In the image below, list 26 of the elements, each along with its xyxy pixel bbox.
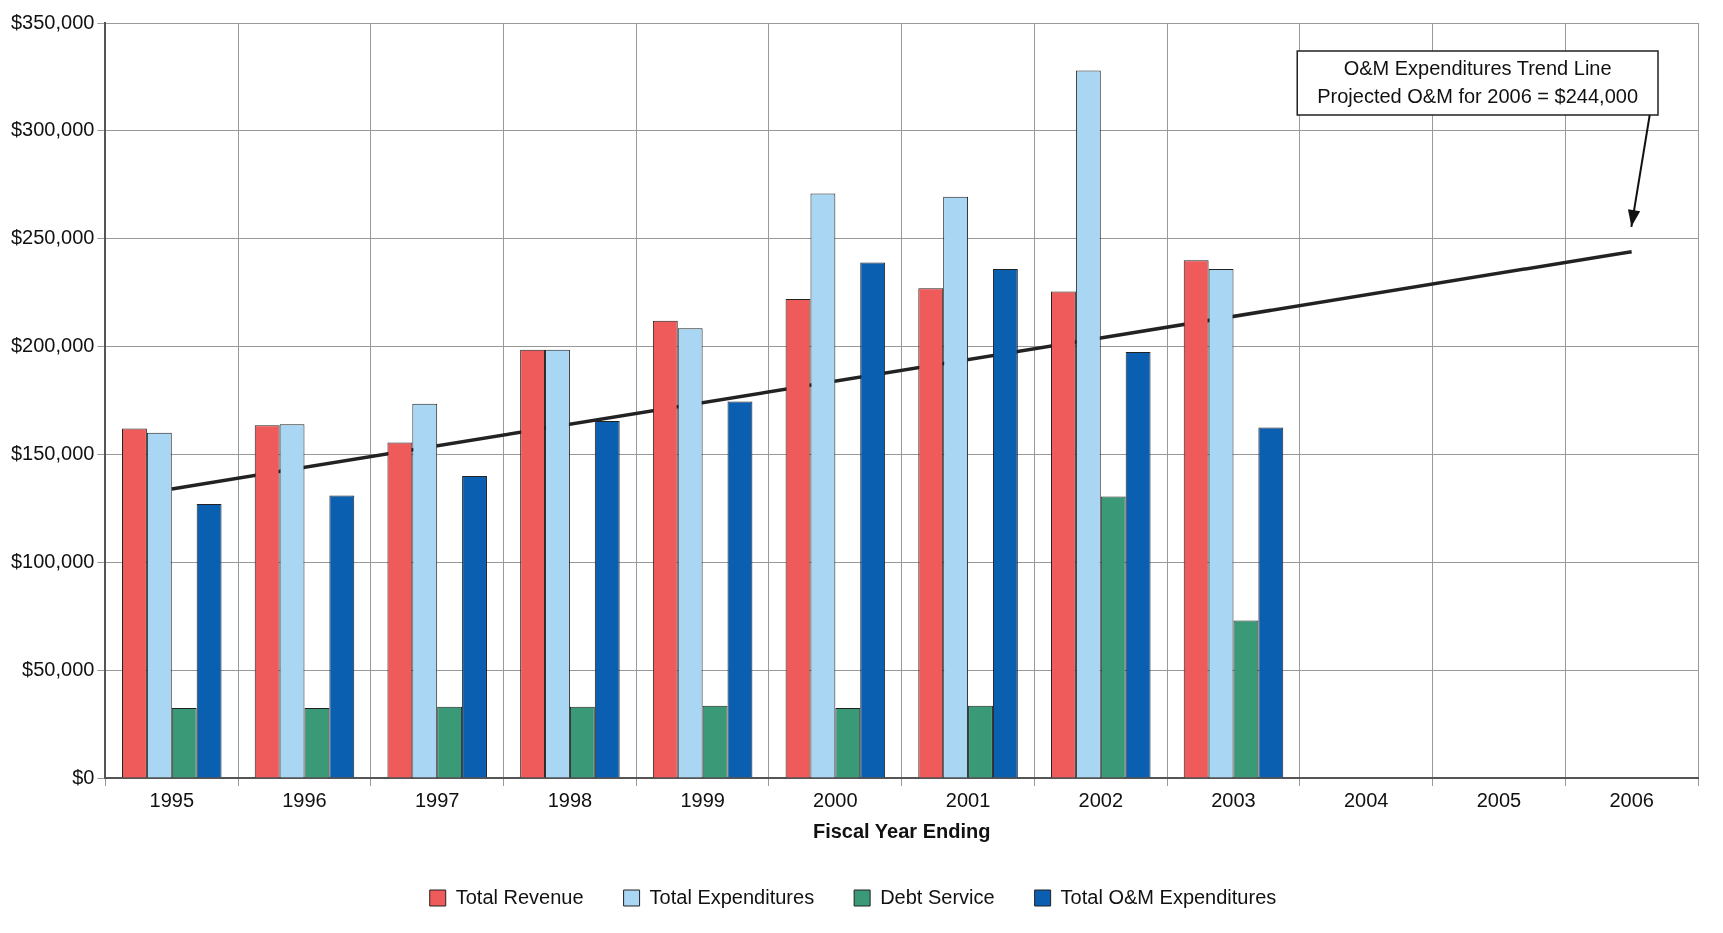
y-tick-label: $350,000 [11, 10, 95, 33]
x-tick-label: 2003 [1211, 788, 1256, 811]
y-tick-label: $100,000 [11, 549, 95, 572]
y-tick-label: $150,000 [11, 441, 95, 464]
x-tick-label: 1997 [414, 788, 460, 811]
legend-label: Total Expenditures [649, 885, 815, 908]
x-tick-label: 2000 [813, 788, 858, 811]
annotation: O&M Expenditures Trend Line Projected O&M for 2006 = $244,000 [1317, 56, 1638, 107]
x-tick-label: 1998 [547, 788, 593, 811]
x-tick-label: 2005 [1476, 788, 1522, 811]
y-tick-label: $0 [72, 765, 95, 788]
y-tick-label: $300,000 [11, 118, 95, 141]
x-tick-label: 1999 [680, 788, 725, 811]
legend-label: Total Revenue [455, 885, 584, 908]
x-tick-label: 2001 [945, 788, 991, 811]
x-tick-label: 2006 [1609, 788, 1654, 811]
y-tick-label: $200,000 [11, 334, 95, 357]
x-tick-label: 1995 [149, 788, 195, 811]
x-tick-label: 2004 [1343, 788, 1389, 811]
legend-label: Debt Service [880, 885, 995, 908]
legend-label: Total O&M Expenditures [1060, 885, 1277, 908]
x-tick-label: 1996 [282, 788, 327, 811]
x-axis-title: Fiscal Year Ending [812, 819, 991, 842]
x-tick-label: 2002 [1078, 788, 1124, 811]
y-tick-label: $50,000 [22, 657, 95, 680]
y-tick-label: $250,000 [11, 226, 95, 249]
